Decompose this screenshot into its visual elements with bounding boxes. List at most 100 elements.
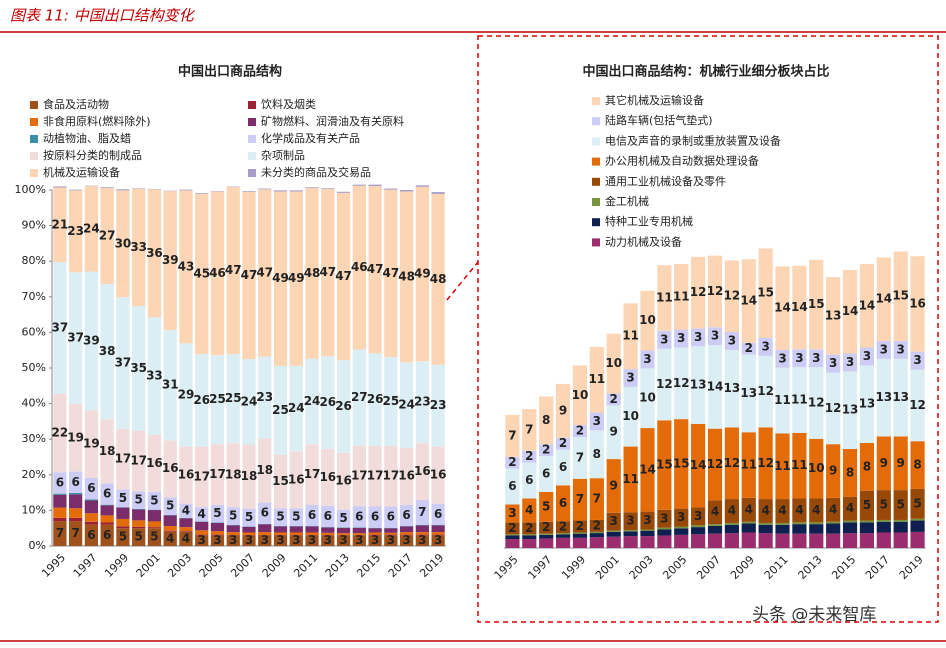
data-label: 13 [690, 378, 707, 392]
bar-segment [84, 513, 99, 522]
bar-segment [147, 510, 162, 522]
bar-segment [116, 507, 130, 519]
data-label: 6 [355, 509, 363, 523]
chart-title: 中国出口商品结构：机械行业细分板块占比 [582, 64, 829, 80]
data-label: 17 [382, 469, 399, 483]
bar-segment [910, 256, 925, 352]
bar-segment [273, 454, 288, 509]
data-label: 5 [339, 511, 347, 525]
bar-segment [758, 248, 773, 338]
data-label: 3 [371, 533, 379, 547]
bar-segment [691, 328, 706, 347]
y-tick-label: 0% [29, 539, 46, 552]
bar-segment [589, 430, 604, 479]
data-label: 3 [677, 331, 685, 345]
bar-segment [147, 521, 162, 528]
bar-segment [792, 265, 807, 350]
data-label: 5 [542, 499, 550, 513]
x-tick-label: 2001 [134, 551, 163, 580]
bar-segment [226, 186, 240, 355]
bar-segment [741, 342, 756, 355]
data-label: 7 [56, 526, 64, 540]
bar-segment [273, 191, 288, 366]
data-label: 8 [593, 447, 601, 461]
data-label: 7 [71, 526, 79, 540]
data-label: 17 [209, 467, 226, 481]
data-label: 29 [178, 388, 195, 402]
bar-segment [116, 489, 130, 508]
data-label: 11 [588, 372, 605, 386]
bar-segment [242, 191, 256, 360]
bar-segment [84, 410, 99, 479]
bar-segment [539, 533, 554, 535]
bar-segment [163, 526, 177, 531]
bar-segment [572, 425, 588, 438]
bar-segment [572, 520, 588, 533]
bar-segment [53, 521, 67, 546]
x-tick-label: 2019 [417, 551, 446, 580]
bar-segment [826, 354, 841, 373]
bar-segment [258, 438, 272, 503]
bar-segment [53, 507, 67, 518]
bar-segment [100, 419, 114, 484]
bar-segment [657, 527, 672, 530]
legend-label: 动植物油、脂及蜡 [43, 131, 131, 145]
bar-segment [84, 186, 99, 272]
data-label: 11 [791, 393, 808, 407]
bar-segment [384, 445, 398, 507]
bar-segment [147, 527, 162, 529]
bar-segment [589, 412, 604, 431]
bar-segment [147, 189, 162, 318]
y-tick-label: 80% [22, 254, 46, 267]
bar-segment [305, 526, 319, 533]
x-tick-label: 1997 [71, 551, 100, 580]
data-label: 11 [740, 458, 757, 472]
data-label: 16 [288, 472, 305, 486]
bar-segment [539, 534, 554, 539]
bar-segment [758, 524, 773, 534]
legend-swatch [30, 118, 38, 126]
data-label: 13 [892, 390, 909, 404]
x-tick-label: 2011 [762, 553, 791, 582]
bar-segment [84, 521, 99, 525]
data-label: 14 [690, 458, 707, 472]
data-label: 3 [643, 352, 651, 366]
watermark: 头条 @未来智库 [752, 605, 876, 625]
x-tick-label: 1997 [525, 553, 554, 582]
bar-segment [910, 520, 925, 532]
bar-segment [758, 522, 773, 525]
bar-segment [657, 265, 672, 331]
legend-label: 特种工业专用机械 [605, 214, 693, 228]
bar-segment [775, 266, 790, 350]
data-label: 2 [508, 521, 516, 535]
bar-segment [53, 187, 67, 263]
data-label: 47 [241, 268, 258, 282]
bar-segment [724, 533, 739, 548]
data-label: 47 [319, 265, 336, 279]
bar-segment [273, 532, 288, 535]
bar-segment [384, 189, 398, 357]
data-label: 9 [829, 464, 837, 478]
bar-segment [69, 272, 83, 404]
bar-segment [572, 478, 588, 521]
bar-segment [606, 333, 621, 394]
bar-segment [289, 532, 303, 535]
data-label: 5 [135, 493, 143, 507]
bar-segment [691, 346, 706, 424]
bar-segment [321, 188, 335, 189]
bar-segment [893, 519, 908, 522]
bar-segment [69, 403, 83, 472]
bar-segment [69, 521, 83, 546]
bar-segment [163, 329, 177, 441]
bar-segment [522, 450, 537, 463]
bar-segment [842, 522, 858, 534]
bar-segment [210, 355, 225, 445]
bar-segment [352, 184, 366, 186]
x-tick-label: 2007 [228, 551, 257, 580]
bar-segment [792, 524, 807, 534]
data-label: 2 [525, 521, 533, 535]
bar-segment [336, 452, 351, 510]
bar-segment [69, 492, 83, 495]
legend-swatch [30, 101, 38, 109]
data-label: 47 [382, 266, 399, 280]
